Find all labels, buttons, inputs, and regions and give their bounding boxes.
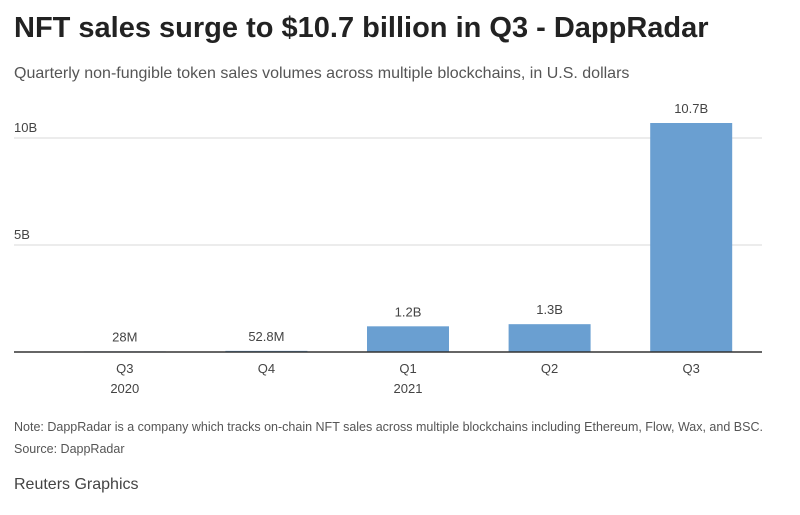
y-tick-label: 10B xyxy=(14,120,37,135)
data-label: 1.2B xyxy=(395,304,422,319)
data-label: 52.8M xyxy=(248,329,284,344)
credit-line: Reuters Graphics xyxy=(14,476,139,493)
x-tick-label: 2021 xyxy=(394,381,423,396)
bar xyxy=(650,123,733,352)
data-label: 1.3B xyxy=(536,302,563,317)
x-tick-label: Q2 xyxy=(541,361,558,376)
source-line: Source: DappRadar xyxy=(14,442,125,456)
y-tick-label: 5B xyxy=(14,227,30,242)
chart-title: NFT sales surge to $10.7 billion in Q3 -… xyxy=(14,12,709,44)
x-tick-label: 2020 xyxy=(110,381,139,396)
data-label: 10.7B xyxy=(674,101,708,116)
labels: 5B 10B 28M Q3 2020 52.8M Q4 1.2B Q1 2021 1.3B Q2 10.… xyxy=(14,101,708,396)
x-tick-label: Q4 xyxy=(258,361,275,376)
gridlines xyxy=(14,137,762,246)
bar xyxy=(508,324,591,352)
x-tick-label: Q1 xyxy=(399,361,416,376)
chart-subtitle: Quarterly non-fungible token sales volum… xyxy=(14,65,630,82)
x-tick-label: Q3 xyxy=(683,361,700,376)
footnote: Note: DappRadar is a company which track… xyxy=(14,420,763,434)
data-label: 28M xyxy=(112,329,137,344)
x-tick-label: Q3 xyxy=(116,361,133,376)
bars xyxy=(83,123,733,352)
bar xyxy=(367,326,449,352)
